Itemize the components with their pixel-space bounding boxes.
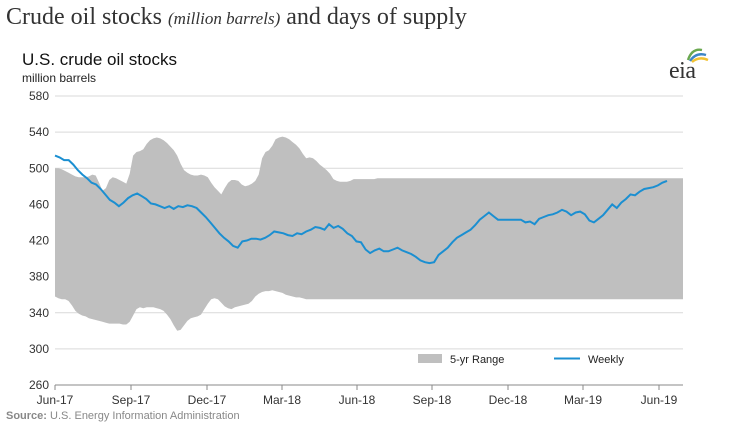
x-tick-label: Jun-19	[641, 393, 678, 407]
legend-swatch-range	[418, 354, 442, 363]
x-tick-label: Jun-17	[37, 393, 74, 407]
y-tick-label: 380	[29, 270, 49, 284]
source-text: U.S. Energy Information Administration	[50, 410, 240, 422]
y-tick-label: 580	[29, 89, 49, 103]
y-tick-label: 460	[29, 197, 49, 211]
legend: 5-yr Range Weekly	[418, 354, 624, 366]
page-title: Crude oil stocks (million barrels) and d…	[6, 4, 467, 31]
y-tick-label: 300	[29, 342, 49, 356]
x-tick-label: Sep-18	[413, 393, 452, 407]
x-tick-label: Mar-18	[263, 393, 301, 407]
source-label: Source:	[6, 410, 47, 422]
source-note: Source: U.S. Energy Information Administ…	[6, 410, 240, 422]
x-tick-label: Dec-18	[489, 393, 528, 407]
y-tick-label: 500	[29, 161, 49, 175]
eia-logo-icon	[686, 48, 709, 63]
y-tick-label: 340	[29, 306, 49, 320]
page-title-end: and days of supply	[286, 4, 467, 30]
y-axis-label: million barrels	[22, 71, 97, 85]
legend-label-range: 5-yr Range	[450, 354, 504, 366]
five-year-range-area	[55, 136, 683, 331]
legend-label-weekly: Weekly	[588, 354, 624, 366]
y-tick-label: 420	[29, 234, 49, 248]
x-tick-label: Mar-19	[564, 393, 602, 407]
x-tick-label: Sep-17	[112, 393, 151, 407]
x-axis: Jun-17 Sep-17 Dec-17 Mar-18 Jun-18 Sep-18 Dec-…	[37, 385, 678, 407]
chart-title: U.S. crude oil stocks	[22, 50, 177, 69]
eia-logo-text: eia	[669, 58, 696, 84]
page-title-main: Crude oil stocks	[6, 4, 162, 30]
y-tick-label: 540	[29, 125, 49, 139]
y-axis-ticks: 260 300 340 380 420 460 500 540 580	[29, 89, 49, 392]
page-title-units: (million barrels)	[168, 9, 281, 28]
y-tick-label: 260	[29, 378, 49, 392]
x-tick-label: Dec-17	[188, 393, 227, 407]
x-tick-label: Jun-18	[339, 393, 376, 407]
weekly-series-line	[54, 154, 668, 265]
